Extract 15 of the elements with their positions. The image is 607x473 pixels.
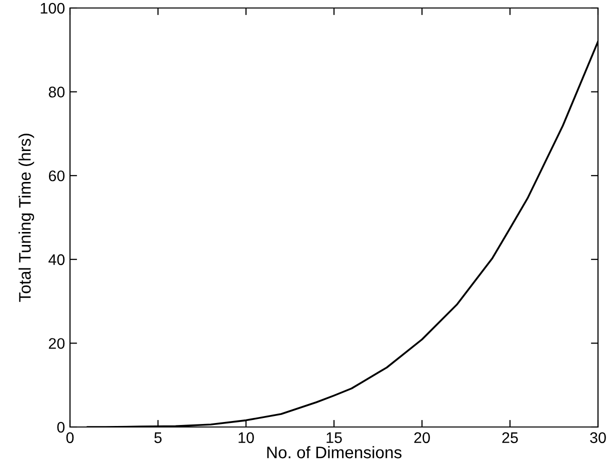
y-tick-label: 0 — [57, 422, 65, 433]
y-tick-label: 100 — [40, 2, 65, 14]
x-tick-label: 15 — [326, 432, 342, 444]
x-tick-label: 0 — [66, 432, 74, 444]
x-tick-label: 30 — [590, 432, 606, 444]
y-tick-label: 80 — [48, 86, 65, 98]
x-tick-label: 20 — [414, 432, 430, 444]
y-tick-label: 20 — [48, 338, 65, 349]
y-tick-label: 60 — [48, 170, 65, 182]
x-axis-title: No. of Dimensions — [267, 446, 402, 458]
x-tick-label: 25 — [502, 432, 518, 444]
x-tick-label: 10 — [238, 432, 254, 444]
x-tick-label: 5 — [154, 432, 162, 444]
y-axis-title: Total Tuning Time (hrs) — [18, 134, 34, 302]
y-tick-label: 40 — [48, 254, 65, 266]
